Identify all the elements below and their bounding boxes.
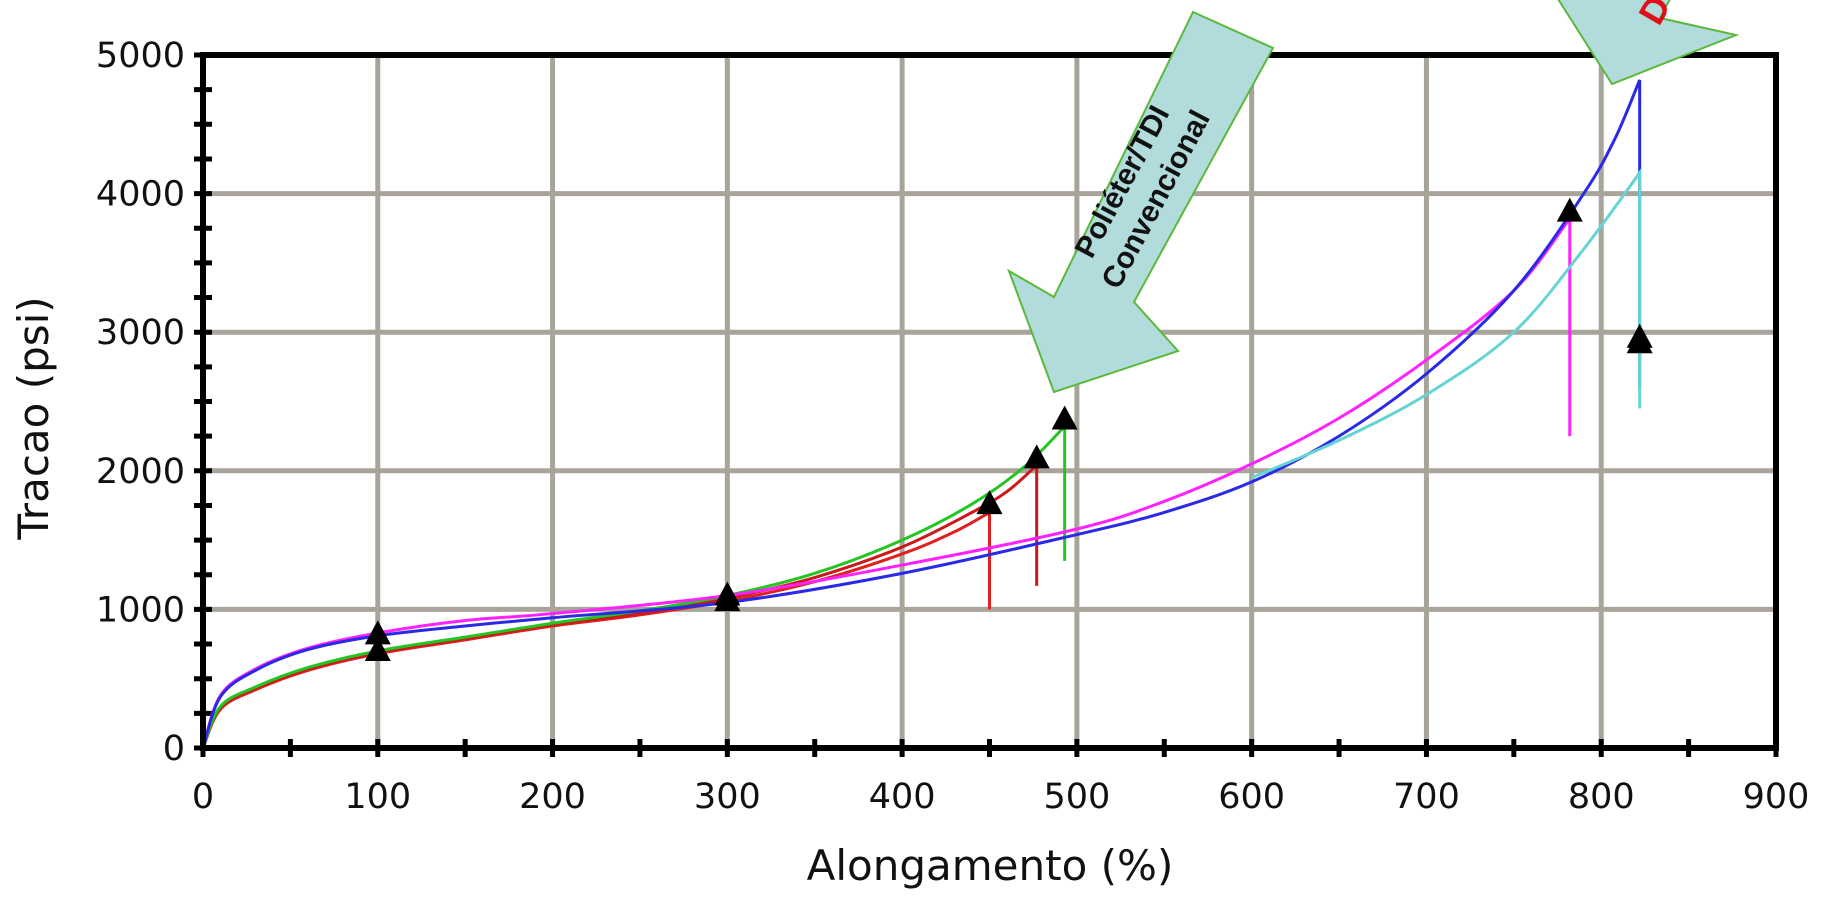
x-tick-label: 0 <box>192 777 214 817</box>
y-tick-label: 1000 <box>96 590 185 630</box>
series-line-5 <box>1251 168 1642 480</box>
annotation-arrow-top: D <box>1557 0 1740 86</box>
series-line-4 <box>201 79 1642 749</box>
marker-triangle <box>364 636 391 661</box>
marker-triangle <box>714 587 741 612</box>
series-line-0 <box>201 509 991 749</box>
y-tick-label: 5000 <box>96 36 185 76</box>
minor-ticks <box>194 52 1779 757</box>
series-line-3 <box>201 214 1572 749</box>
series-lines <box>201 79 1642 749</box>
annotation-arrow-polieter: Poliéter/TDI Convencional <box>1007 10 1275 394</box>
x-tick-labels: 0 100 200 300 400 500 600 700 800 900 <box>192 777 1810 817</box>
marker-triangle <box>1626 329 1653 354</box>
marker-triangle <box>976 490 1003 515</box>
x-tick-label: 800 <box>1568 777 1635 817</box>
x-tick-label: 200 <box>519 777 586 817</box>
marker-triangle <box>364 620 391 645</box>
series-line-2 <box>201 422 1067 749</box>
x-tick-label: 400 <box>869 777 936 817</box>
y-axis-title: Tracao (psi) <box>9 296 58 540</box>
marker-triangle <box>1023 444 1050 469</box>
data-markers <box>364 197 1653 661</box>
y-tick-label: 4000 <box>96 175 185 215</box>
x-tick-label: 500 <box>1043 777 1110 817</box>
y-tick-label: 3000 <box>96 313 185 353</box>
marker-triangle <box>1051 405 1078 430</box>
arrow-shape <box>1007 10 1275 394</box>
x-tick-label: 300 <box>694 777 761 817</box>
x-axis-title: Alongamento (%) <box>807 841 1174 890</box>
x-tick-label: 100 <box>344 777 411 817</box>
y-tick-label: 0 <box>163 729 185 769</box>
arrow-shape-top <box>1557 0 1740 86</box>
x-tick-label: 600 <box>1218 777 1285 817</box>
y-tick-labels: 0 1000 2000 3000 4000 5000 <box>96 36 185 769</box>
plot-frame <box>200 52 1779 751</box>
y-tick-label: 2000 <box>96 452 185 492</box>
x-tick-label: 900 <box>1743 777 1810 817</box>
plot-border <box>200 52 1779 751</box>
x-tick-label: 700 <box>1393 777 1460 817</box>
marker-triangle <box>1556 197 1583 222</box>
